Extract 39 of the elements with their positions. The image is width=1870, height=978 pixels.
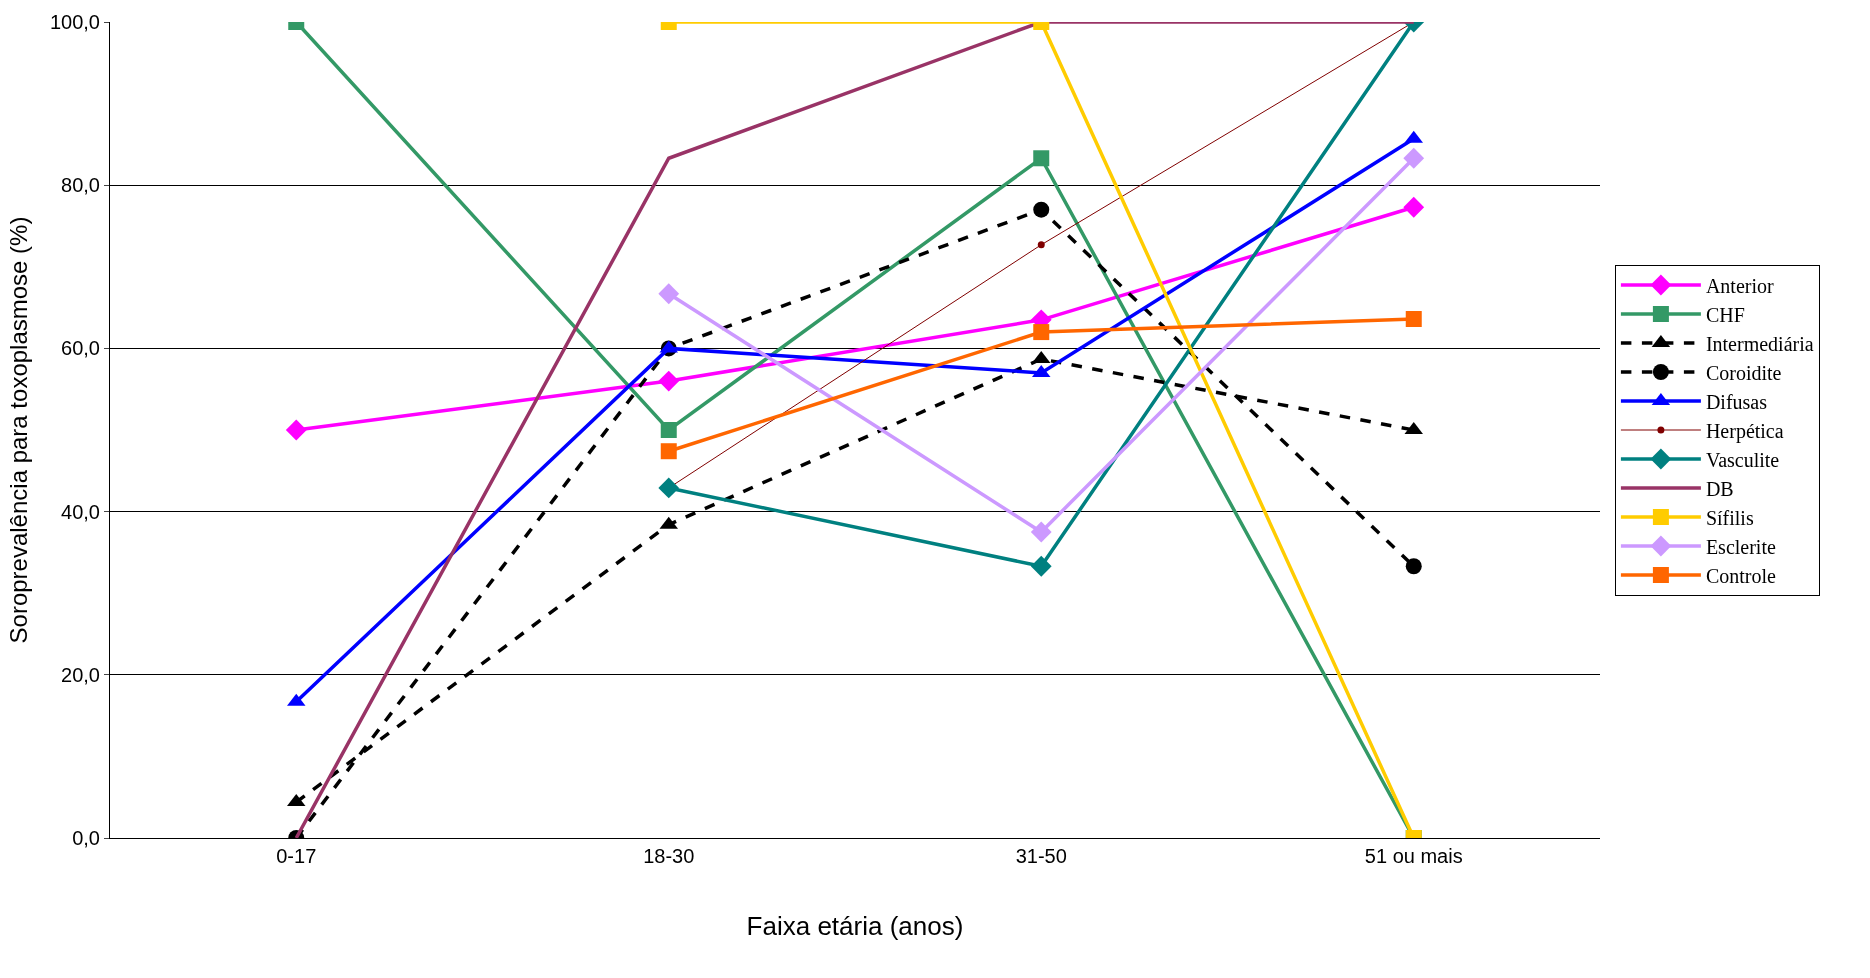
x-tick-label: 51 ou mais — [1364, 845, 1463, 867]
point — [285, 419, 307, 441]
point — [1033, 201, 1050, 218]
point — [660, 422, 677, 438]
y-tick-label: 20,0 — [61, 663, 100, 686]
legend-label: Difusas — [1705, 390, 1768, 413]
legend-label: CHF — [1705, 303, 1745, 326]
x-tick-label: 0-17 — [276, 845, 317, 867]
legend-label: Controle — [1705, 564, 1777, 587]
legend-label: Intermediária — [1705, 332, 1814, 355]
y-tick-label: 40,0 — [61, 500, 100, 523]
legend-label: Anterior — [1705, 274, 1774, 297]
x-tick-label: 18-30 — [643, 845, 695, 867]
point — [1033, 324, 1050, 341]
point — [658, 370, 680, 392]
x-axis-title: Faixa etária (anos) — [746, 910, 964, 941]
y-tick-label: 60,0 — [61, 337, 100, 360]
y-axis-title: Soroprevalência para toxoplasmose (%) — [5, 216, 33, 644]
legend-label: Herpética — [1705, 419, 1784, 443]
legend-label: Vasculite — [1705, 448, 1780, 471]
y-tick-label: 0,0 — [72, 827, 100, 849]
point — [1403, 147, 1425, 169]
point — [1405, 311, 1422, 328]
point — [660, 443, 677, 460]
x-tick-label: 31-50 — [1015, 845, 1067, 867]
point — [1037, 241, 1045, 249]
y-tick-label: 80,0 — [61, 174, 100, 197]
point — [1403, 196, 1425, 218]
legend-label: Esclerite — [1705, 535, 1776, 558]
y-tick-label: 100,0 — [49, 11, 100, 33]
point — [1030, 521, 1052, 543]
point — [1033, 150, 1050, 167]
legend-label: DB — [1705, 477, 1734, 500]
legend-label: Coroidite — [1705, 361, 1782, 384]
point — [658, 283, 680, 305]
legend-label: Sífilis — [1705, 506, 1754, 529]
point — [1405, 558, 1422, 575]
point — [658, 477, 680, 499]
point — [1030, 555, 1052, 577]
